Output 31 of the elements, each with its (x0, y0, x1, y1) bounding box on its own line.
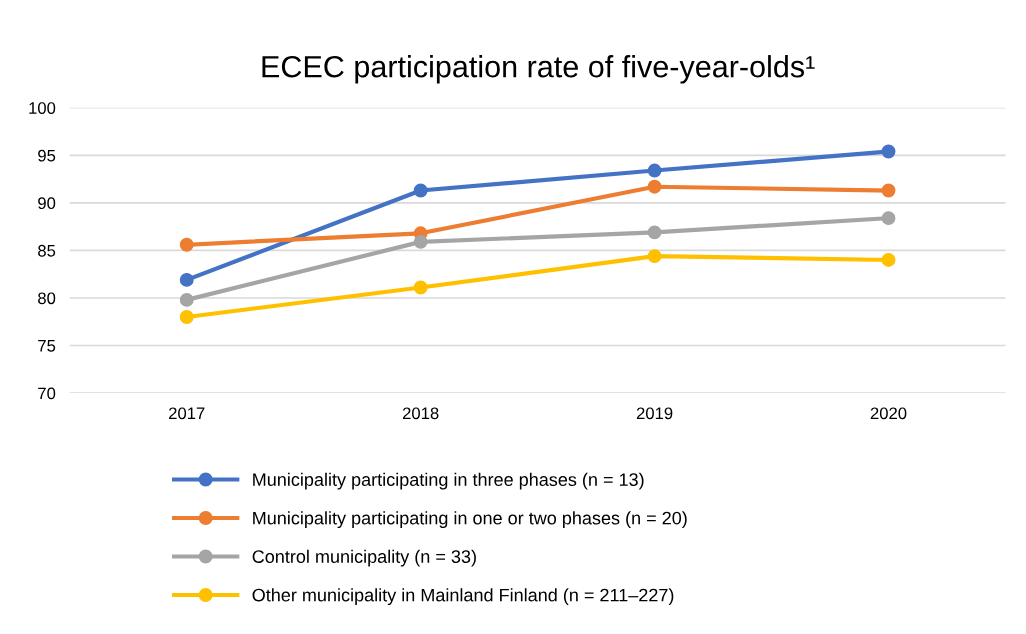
point (413, 234, 428, 249)
y-tick-label: 70 (38, 387, 56, 400)
point (647, 249, 662, 264)
legend-label: Other municipality in Mainland Finland (n = 211–227) (252, 588, 674, 606)
y-tick-label: 95 (38, 149, 56, 162)
point (413, 183, 428, 198)
y-tick-label: 80 (38, 292, 56, 305)
y-tick-label: 100 (29, 102, 56, 114)
x-tick-label: 2019 (636, 407, 673, 420)
point (647, 179, 662, 194)
legend-label: Municipality participating in three phases (n = 13) (253, 472, 644, 490)
x-tick-label: 2017 (169, 407, 205, 420)
y-tick-label: 90 (38, 197, 56, 210)
legend-label: Municipality participating in one or two phases (n = 20) (253, 511, 687, 529)
point (413, 280, 428, 295)
point (179, 237, 194, 252)
point (179, 272, 194, 287)
point (647, 225, 662, 240)
x-tick-label: 2020 (870, 407, 907, 420)
x-tick-label: 2018 (402, 407, 439, 420)
legend-label: Control municipality (n = 33) (252, 549, 476, 567)
point (179, 292, 194, 307)
point (881, 183, 896, 198)
point (881, 211, 896, 226)
y-tick-label: 85 (38, 244, 56, 257)
point (179, 310, 194, 324)
chart-title: ECEC participation rate of five-year-olds¹ (262, 55, 815, 84)
y-tick-label: 75 (38, 340, 56, 352)
point (881, 144, 896, 159)
point (881, 252, 896, 267)
point (647, 163, 662, 178)
